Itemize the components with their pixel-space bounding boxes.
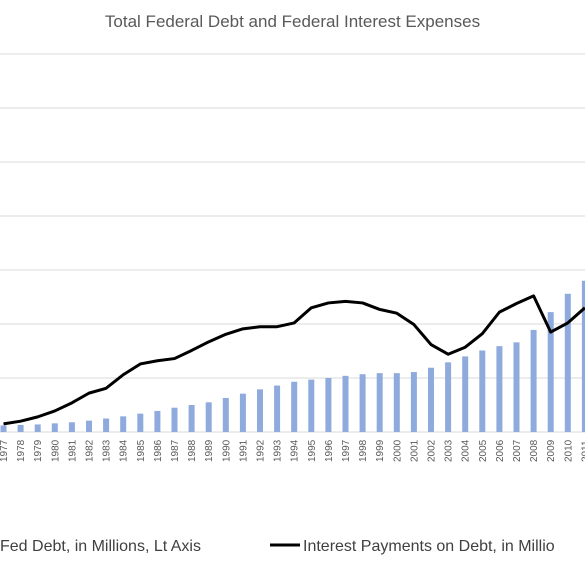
x-tick-label: 1994 (290, 439, 301, 462)
x-tick-label: 2000 (392, 439, 403, 462)
bar-2009 (547, 312, 554, 432)
interest-payments-line (3, 294, 585, 426)
x-tick-label: 1997 (341, 439, 352, 462)
bar-1992 (257, 389, 263, 432)
bar-2000 (393, 373, 400, 432)
x-tick-label: 1980 (50, 439, 61, 462)
bar-2003 (445, 362, 452, 432)
x-tick-label: 1978 (16, 439, 27, 462)
bar-2007 (513, 342, 520, 432)
x-tick-label: 2008 (529, 439, 540, 462)
x-tick-label: 1993 (273, 439, 284, 462)
bar-1986 (154, 410, 161, 432)
bar-1985 (137, 413, 144, 432)
bar-2006 (496, 346, 503, 432)
bar-1996 (325, 378, 332, 432)
bar-2001 (410, 372, 417, 432)
legend-label-bar: Fed Debt, in Millions, Lt Axis (0, 538, 201, 555)
bar-1979 (34, 424, 41, 432)
bar-1990 (222, 397, 229, 432)
bar-series (0, 280, 585, 432)
x-tick-label: 1988 (187, 439, 198, 462)
bar-1988 (188, 405, 195, 432)
chart-title: Total Federal Debt and Federal Interest … (104, 12, 481, 31)
bar-1977 (0, 425, 7, 432)
x-tick-label: 2005 (478, 439, 489, 462)
x-tick-label: 1999 (375, 439, 386, 462)
bar-1982 (86, 420, 92, 432)
bar-2011 (581, 280, 585, 432)
bar-1987 (171, 407, 178, 432)
x-tick-label: 2003 (444, 439, 455, 462)
bar-2005 (479, 350, 486, 432)
x-axis-ticks: 1977 1978 1979 1980 1981 1982 1983 1984 1985 1986… (0, 439, 585, 462)
bar-1983 (103, 418, 110, 432)
x-tick-label: 1983 (102, 439, 113, 462)
bar-1989 (205, 402, 212, 432)
bar-1981 (68, 422, 75, 432)
x-tick-label: 1982 (85, 439, 96, 462)
bar-1980 (51, 423, 58, 432)
bar-2004 (462, 356, 469, 432)
x-tick-label: 1984 (119, 439, 130, 462)
bar-1991 (239, 393, 246, 432)
x-tick-label: 1981 (67, 439, 78, 462)
bar-1999 (376, 373, 383, 432)
x-tick-label: 1992 (256, 439, 267, 462)
bar-1997 (342, 375, 349, 432)
x-tick-label: 1990 (221, 439, 232, 462)
legend: Fed Debt, in Millions, Lt Axis Interest … (0, 538, 555, 555)
x-tick-label: 1986 (153, 439, 164, 462)
x-tick-label: 1989 (204, 439, 215, 462)
bar-1993 (274, 385, 281, 432)
x-tick-label: 1977 (0, 439, 10, 462)
x-tick-label: 2004 (461, 439, 472, 462)
line-series (3, 294, 585, 426)
bar-1978 (17, 424, 24, 432)
x-tick-label: 1996 (324, 439, 335, 462)
x-tick-label: 1995 (307, 439, 318, 462)
x-tick-label: 1979 (33, 439, 44, 462)
bar-1984 (120, 416, 127, 432)
x-tick-label: 2001 (409, 439, 420, 462)
bar-2008 (530, 329, 537, 432)
x-tick-label: 1998 (358, 439, 369, 462)
x-tick-label: 2002 (427, 439, 438, 462)
x-tick-label: 1987 (170, 439, 181, 462)
legend-label-line: Interest Payments on Debt, in Millio (303, 538, 555, 555)
bar-2010 (564, 293, 571, 432)
x-tick-label: 2011 (580, 440, 585, 462)
x-tick-label: 1991 (238, 439, 249, 462)
x-tick-label: 2006 (495, 439, 506, 462)
x-tick-label: 2007 (512, 439, 523, 462)
x-tick-label: 2010 (563, 439, 574, 462)
x-tick-label: 1985 (136, 439, 147, 462)
bar-1994 (291, 381, 298, 432)
bar-1995 (308, 379, 315, 432)
bar-2002 (428, 367, 434, 432)
x-tick-label: 2009 (546, 439, 557, 462)
bar-1998 (359, 374, 366, 432)
